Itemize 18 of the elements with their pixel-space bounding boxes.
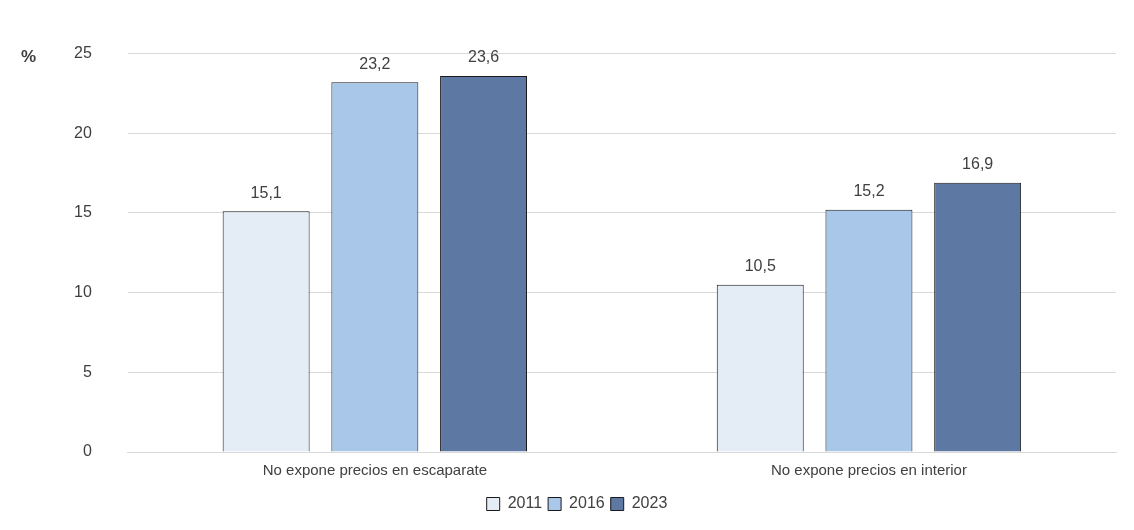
data-label: 16,9 — [962, 155, 994, 173]
y-tick-label: 25 — [74, 44, 92, 62]
y-tick-label: 10 — [74, 283, 92, 301]
y-tick-label: 20 — [74, 123, 92, 141]
data-label: 15,1 — [250, 183, 282, 201]
y-tick-label: 5 — [82, 362, 92, 380]
data-label: 10,5 — [744, 257, 776, 275]
x-tick-label: No expone precios en escaparate — [262, 461, 487, 479]
x-tick-label: No expone precios en interior — [770, 461, 967, 479]
legend-label: 2023 — [631, 494, 668, 512]
legend-label: 2016 — [569, 494, 605, 512]
y-tick-label: 0 — [82, 442, 92, 460]
data-label: 23,2 — [359, 54, 391, 72]
y-axis-title: % — [20, 47, 36, 67]
legend-label: 2011 — [507, 494, 543, 512]
data-label: 23,6 — [467, 48, 500, 66]
y-tick-label: 15 — [74, 203, 92, 221]
data-label: 15,2 — [853, 182, 885, 200]
